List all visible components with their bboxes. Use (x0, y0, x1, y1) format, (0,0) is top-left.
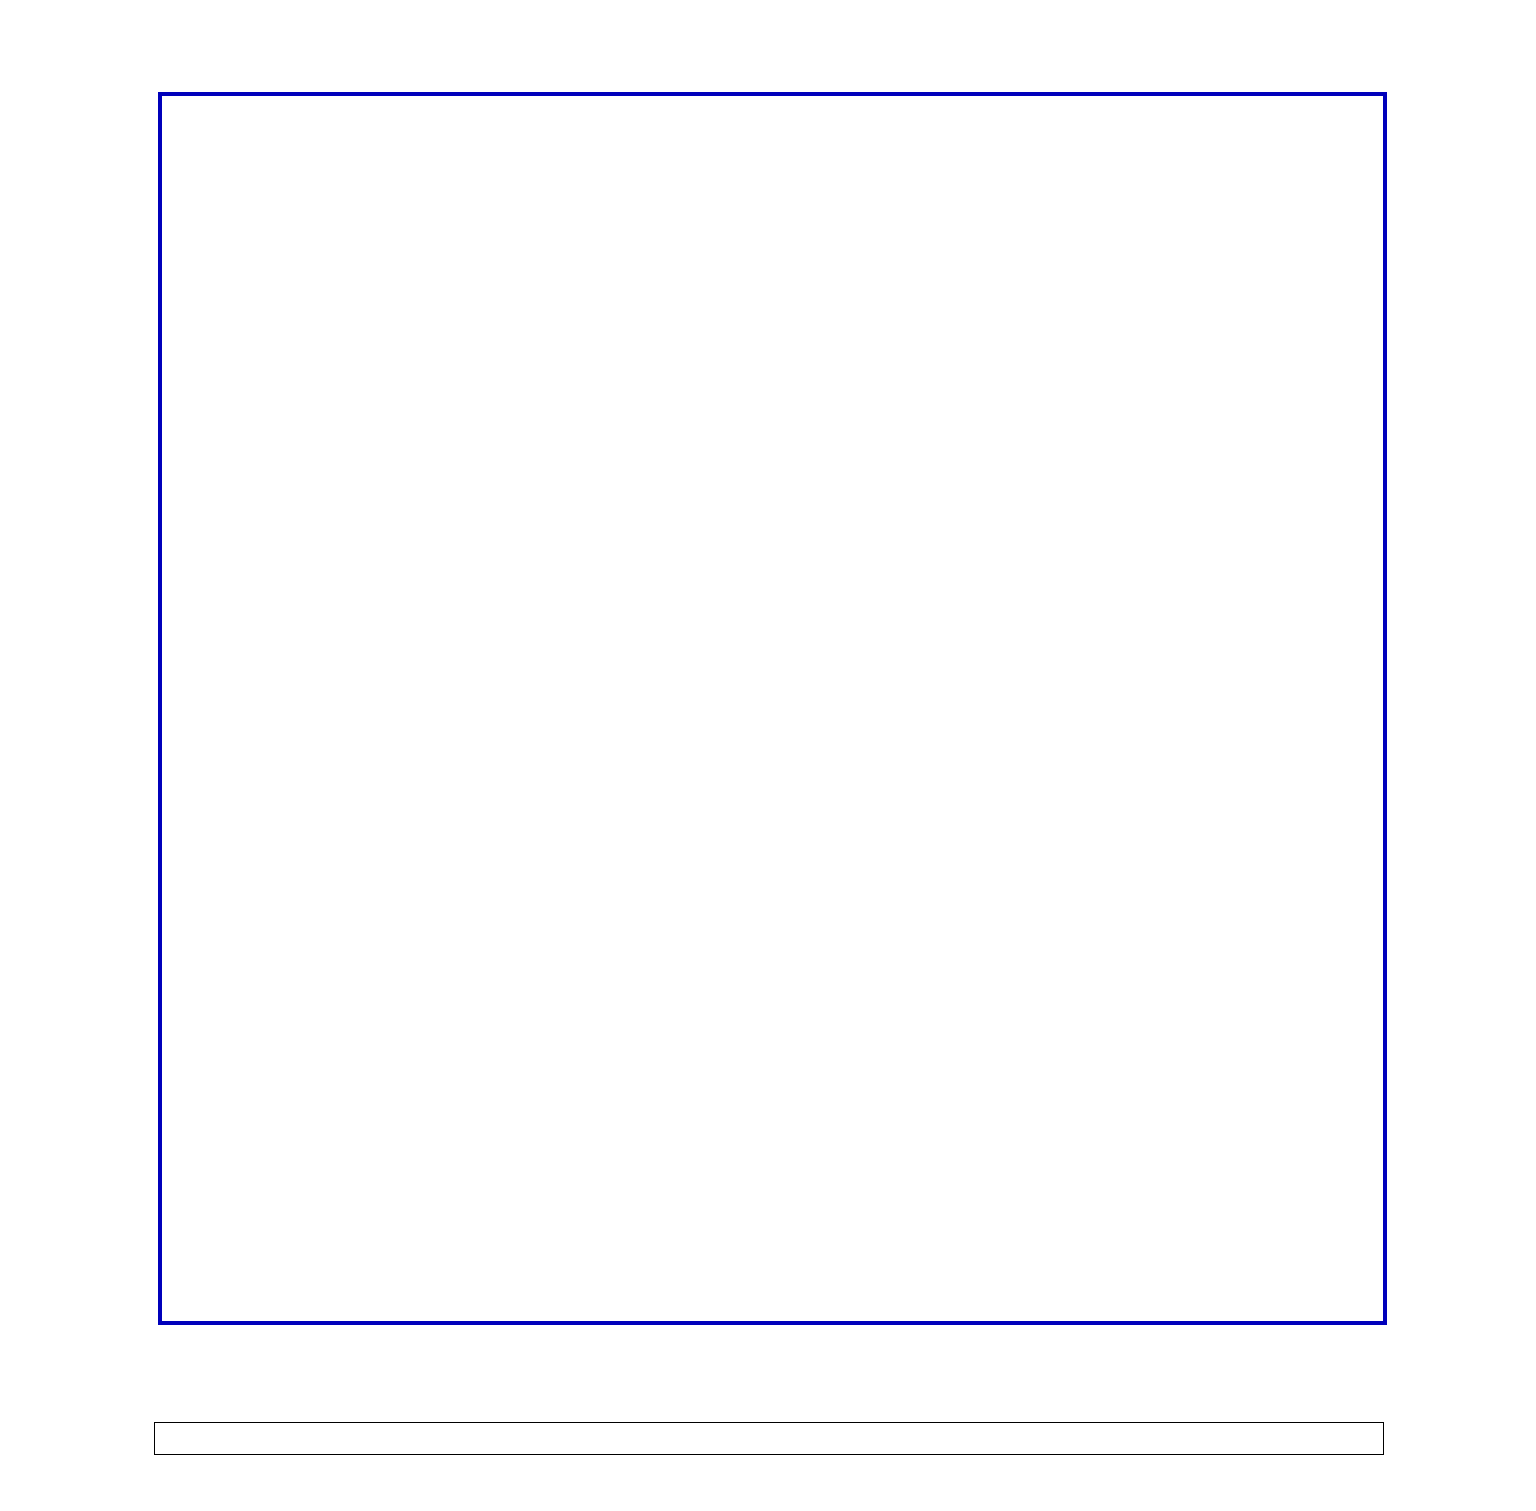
colorbar-gradient (155, 1423, 455, 1511)
plot-frame (158, 92, 1387, 1325)
colorbar (154, 1422, 1384, 1511)
sky-heatmap-image (162, 96, 462, 246)
